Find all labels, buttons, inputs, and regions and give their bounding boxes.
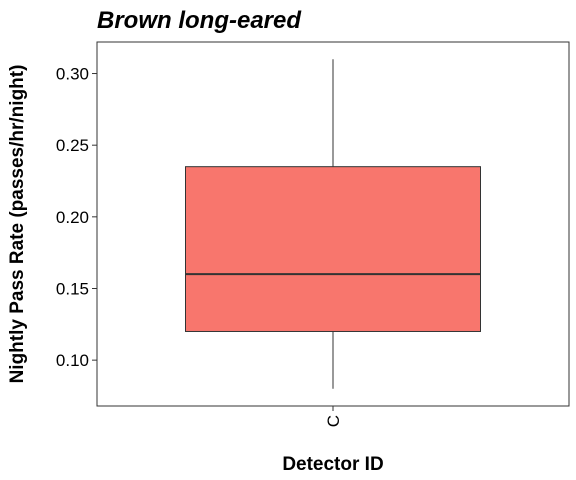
box-iqr	[185, 166, 481, 332]
x-axis: C	[324, 406, 343, 427]
x-axis-title: Detector ID	[282, 454, 383, 475]
y-tick-label: 0.15	[56, 279, 89, 298]
y-tick-label: 0.10	[56, 351, 89, 370]
y-axis-title: Nightly Pass Rate (passes/hr/night)	[7, 65, 28, 384]
x-tick-label: C	[324, 415, 343, 427]
y-tick-label: 0.20	[56, 208, 89, 227]
y-axis: 0.10 0.15 0.20 0.25 0.30	[56, 65, 97, 370]
y-tick-label: 0.25	[56, 136, 89, 155]
chart-title: Brown long-eared	[97, 7, 302, 34]
boxes-layer	[185, 59, 481, 389]
y-tick-label: 0.30	[56, 65, 89, 84]
